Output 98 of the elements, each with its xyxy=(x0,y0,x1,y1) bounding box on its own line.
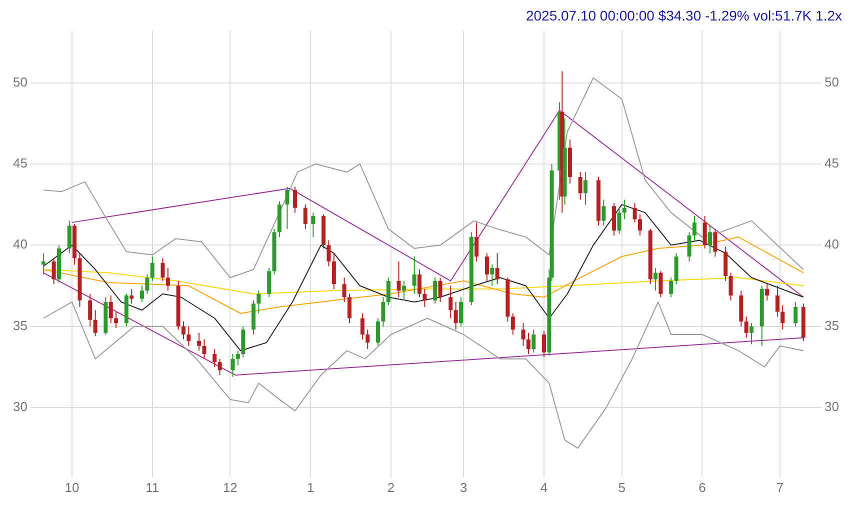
candlestick xyxy=(186,326,191,346)
candlestick xyxy=(526,332,530,354)
candlestick xyxy=(256,290,261,314)
x-tick-label: 1 xyxy=(306,480,314,495)
candlestick xyxy=(669,277,674,298)
candlestick xyxy=(713,228,718,258)
candlestick xyxy=(448,285,453,319)
y2-tick-label: 40 xyxy=(824,236,840,252)
candlestick xyxy=(166,267,170,292)
candlestick xyxy=(433,277,438,304)
y2-tick-label: 30 xyxy=(824,399,840,414)
candlestick xyxy=(130,288,134,304)
candlestick xyxy=(88,293,92,327)
x-tick-label: 12 xyxy=(222,480,238,495)
candlestick xyxy=(412,256,416,294)
candlestick xyxy=(728,272,733,301)
candlestick xyxy=(490,264,494,286)
candlestick xyxy=(218,358,222,376)
candlestick xyxy=(438,277,442,303)
candlestick xyxy=(402,280,406,301)
x-tick-label: 10 xyxy=(64,480,80,495)
candlestick xyxy=(202,338,206,360)
candlestick xyxy=(602,199,606,226)
candlestick xyxy=(212,348,217,368)
x-tick-label: 11 xyxy=(146,480,160,495)
y2-tick-label: 45 xyxy=(824,156,840,171)
candlestick xyxy=(632,202,637,223)
candlestick xyxy=(459,296,464,327)
y2-tick-label: 50 xyxy=(824,74,840,90)
candlestick xyxy=(422,288,427,308)
candlestick xyxy=(376,318,380,346)
x-tick-label: 5 xyxy=(618,480,626,495)
candlestick xyxy=(794,302,798,327)
candlestick xyxy=(687,232,692,262)
candlestick xyxy=(495,252,500,285)
candlestick xyxy=(67,220,72,254)
candlestick xyxy=(396,260,401,298)
candlestick xyxy=(638,214,642,236)
candlestick xyxy=(474,222,479,262)
candlestick xyxy=(765,284,770,301)
candlestick xyxy=(418,269,422,298)
candlestick xyxy=(532,329,536,353)
y2-tick-label: 35 xyxy=(824,318,840,333)
candlestick xyxy=(41,252,46,275)
candlestick xyxy=(510,312,515,335)
candlestick xyxy=(108,295,113,324)
x-tick-label: 4 xyxy=(540,480,548,495)
candlestick xyxy=(342,277,346,303)
candlestick xyxy=(386,277,390,306)
candlestick xyxy=(654,267,658,292)
candlestick xyxy=(332,252,336,290)
candlestick xyxy=(267,267,272,298)
candlestick xyxy=(311,212,316,238)
candlestick xyxy=(780,304,785,330)
candlestick xyxy=(181,320,186,340)
candlestick xyxy=(750,322,754,345)
candlestick xyxy=(197,332,202,352)
candlestick xyxy=(584,172,588,206)
candlestick xyxy=(52,258,56,285)
candlestick xyxy=(708,225,712,254)
chart-title: 2025.07.10 00:00:00 $34.30 -1.29% vol:51.7K 1.2x xyxy=(526,7,842,24)
y-tick-label: 50 xyxy=(12,74,28,90)
y-tick-label: 35 xyxy=(12,318,28,333)
candlestick xyxy=(150,256,154,282)
candlestick xyxy=(347,293,352,324)
candlestick xyxy=(658,270,663,298)
y-tick-label: 45 xyxy=(12,156,28,171)
x-tick-label: 6 xyxy=(698,480,706,495)
candlestick xyxy=(285,186,290,230)
candlestick xyxy=(542,330,546,358)
candlestick xyxy=(622,199,626,220)
candlestick xyxy=(303,204,308,230)
candlestick xyxy=(366,329,370,350)
candlestick xyxy=(140,285,144,303)
candlestick xyxy=(692,215,696,241)
candlestick xyxy=(93,310,98,337)
candlestick xyxy=(484,252,489,282)
candlestick xyxy=(160,258,165,282)
y-tick-label: 30 xyxy=(12,399,28,414)
candlestick xyxy=(360,312,364,340)
y-tick-label: 40 xyxy=(12,236,28,252)
x-tick-label: 7 xyxy=(776,480,784,495)
candlestick xyxy=(236,350,240,366)
candlestick xyxy=(521,322,526,346)
candlestick xyxy=(617,207,622,234)
candlestick xyxy=(145,274,150,294)
candlestick xyxy=(326,240,331,267)
candlestick xyxy=(381,296,386,327)
x-tick-label: 3 xyxy=(460,480,468,495)
x-tick-label: 2 xyxy=(387,480,395,495)
candlestick xyxy=(775,285,780,318)
candlestick xyxy=(454,302,458,330)
candlestick xyxy=(744,316,748,338)
candlestick xyxy=(293,186,298,214)
candlestick xyxy=(578,172,582,200)
candlestick xyxy=(230,353,235,378)
candlestick xyxy=(114,311,118,328)
candlestick xyxy=(702,215,707,249)
